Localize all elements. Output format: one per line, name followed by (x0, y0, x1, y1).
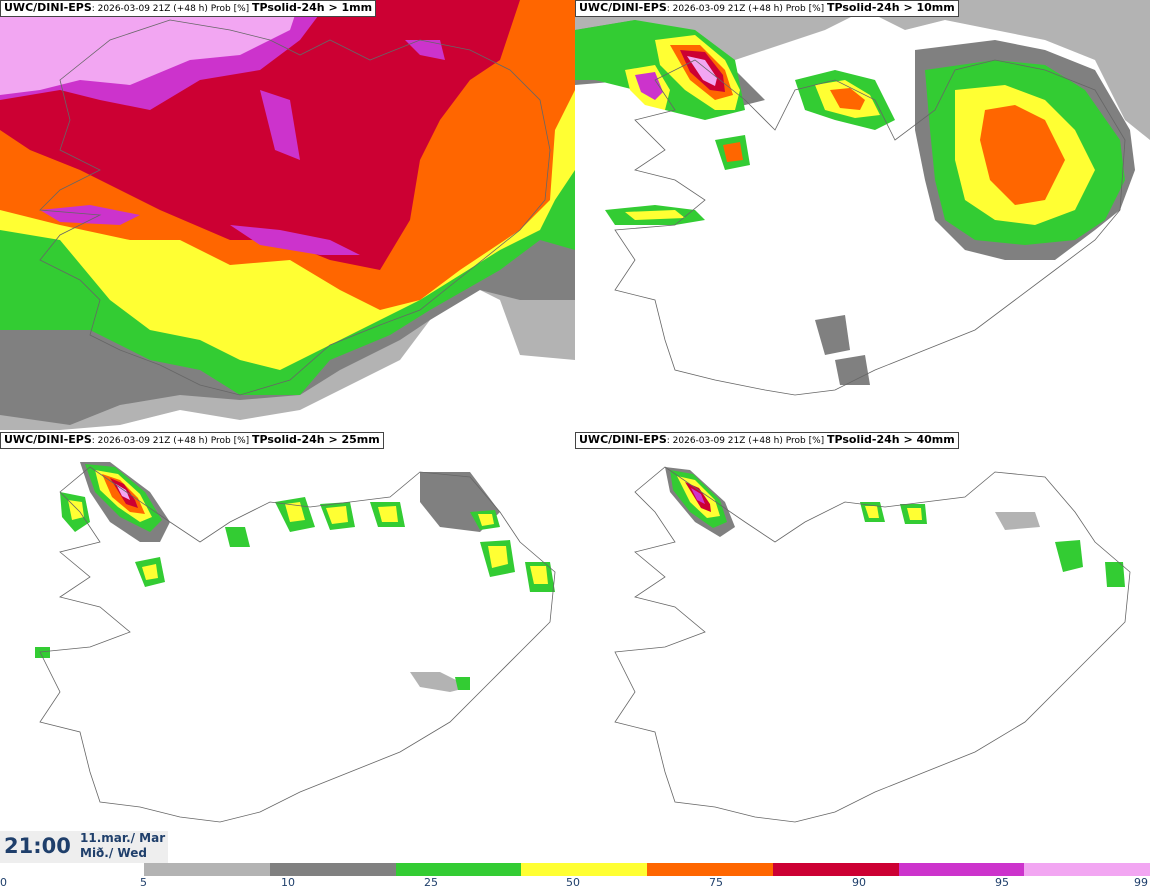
colorbar-tick-label: 95 (995, 876, 1009, 889)
map-panel-40mm: UWC/DINI-EPS: 2026-03-09 21Z (+48 h) Pro… (575, 432, 1150, 862)
parameter-threshold: TPsolid-24h > 1mm (252, 1, 373, 14)
colorbar-segment (395, 863, 522, 876)
colorbar-tick-label: 50 (566, 876, 580, 889)
model-source: UWC/DINI-EPS (4, 433, 92, 446)
valid-time: 21:00 (4, 834, 71, 858)
colorbar-tick-label: 90 (852, 876, 866, 889)
probability-map-25mm (0, 432, 575, 862)
probability-map-10mm (575, 0, 1150, 430)
parameter-threshold: TPsolid-24h > 25mm (252, 433, 380, 446)
parameter-threshold: TPsolid-24h > 40mm (827, 433, 955, 446)
valid-time-box: 21:00 11.mar./ Mar Mið./ Wed (0, 831, 168, 863)
valid-date-line2: Mið./ Wed (80, 846, 147, 860)
run-info: : 2026-03-09 21Z (+48 h) Prob [%] (666, 4, 828, 14)
colorbar-segment (144, 863, 270, 876)
colorbar-segment (647, 863, 773, 876)
parameter-threshold: TPsolid-24h > 10mm (827, 1, 955, 14)
model-source: UWC/DINI-EPS (579, 1, 667, 14)
panel-title: UWC/DINI-EPS: 2026-03-09 21Z (+48 h) Pro… (0, 0, 377, 17)
colorbar-tick-label: 10 (281, 876, 295, 889)
map-panel-1mm: UWC/DINI-EPS: 2026-03-09 21Z (+48 h) Pro… (0, 0, 575, 430)
panel-title: UWC/DINI-EPS: 2026-03-09 21Z (+48 h) Pro… (575, 0, 959, 17)
run-info: : 2026-03-09 21Z (+48 h) Prob [%] (91, 436, 253, 446)
colorbar-tick-label: 0 (0, 876, 7, 889)
panel-title: UWC/DINI-EPS: 2026-03-09 21Z (+48 h) Pro… (0, 432, 384, 449)
map-panel-10mm: UWC/DINI-EPS: 2026-03-09 21Z (+48 h) Pro… (575, 0, 1150, 430)
model-source: UWC/DINI-EPS (4, 1, 92, 14)
probability-map-40mm (575, 432, 1150, 862)
valid-date: 11.mar./ Mar Mið./ Wed (80, 831, 165, 861)
run-info: : 2026-03-09 21Z (+48 h) Prob [%] (666, 436, 828, 446)
colorbar-segment (269, 863, 396, 876)
colorbar-segment (1024, 863, 1150, 876)
colorbar-segment (521, 863, 647, 876)
colorbar-segment (898, 863, 1025, 876)
probability-colorbar (144, 863, 1150, 876)
run-info: : 2026-03-09 21Z (+48 h) Prob [%] (91, 4, 253, 14)
colorbar-segment (772, 863, 899, 876)
colorbar-tick-label: 25 (424, 876, 438, 889)
panel-title: UWC/DINI-EPS: 2026-03-09 21Z (+48 h) Pro… (575, 432, 959, 449)
colorbar-tick-label: 75 (709, 876, 723, 889)
probability-map-1mm (0, 0, 575, 430)
map-panel-25mm: UWC/DINI-EPS: 2026-03-09 21Z (+48 h) Pro… (0, 432, 575, 862)
colorbar-tick-label: 5 (140, 876, 147, 889)
model-source: UWC/DINI-EPS (579, 433, 667, 446)
colorbar-tick-label: 99 (1134, 876, 1148, 889)
valid-date-line1: 11.mar./ Mar (80, 831, 166, 845)
